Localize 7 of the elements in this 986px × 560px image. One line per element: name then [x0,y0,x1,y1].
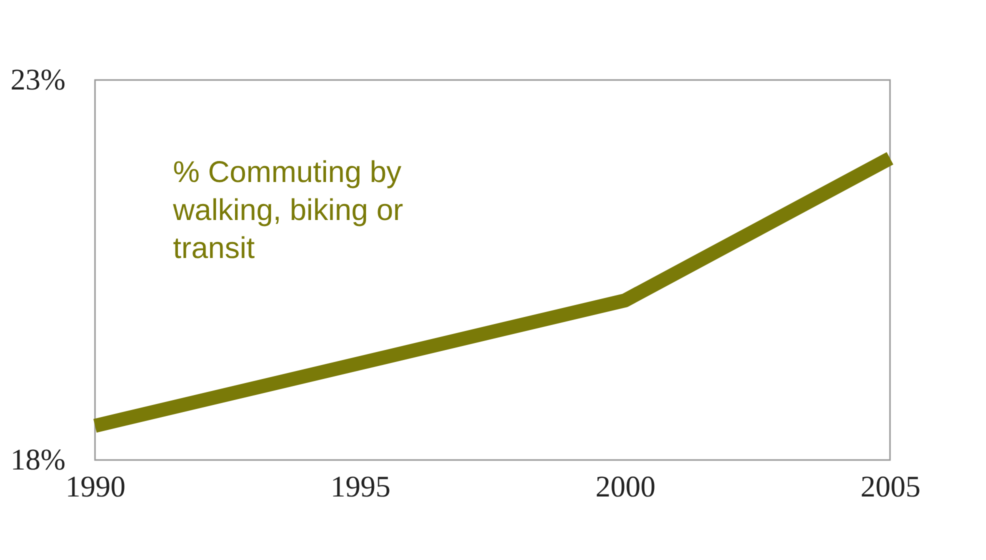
x-tick-label: 1990 [66,470,126,504]
y-tick-label: 23% [10,64,66,96]
y-tick-label: 18% [10,444,66,476]
x-tick-label: 2000 [596,470,656,504]
x-tick-label: 1995 [330,470,390,504]
text: % Commuting by walking, biking or transit [172,156,404,265]
x-tick-label: 2005 [860,470,920,504]
